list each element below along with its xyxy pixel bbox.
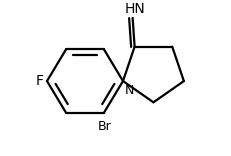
Text: N: N	[125, 84, 134, 97]
Text: HN: HN	[124, 2, 144, 16]
Text: F: F	[36, 74, 44, 88]
Text: Br: Br	[98, 120, 111, 133]
